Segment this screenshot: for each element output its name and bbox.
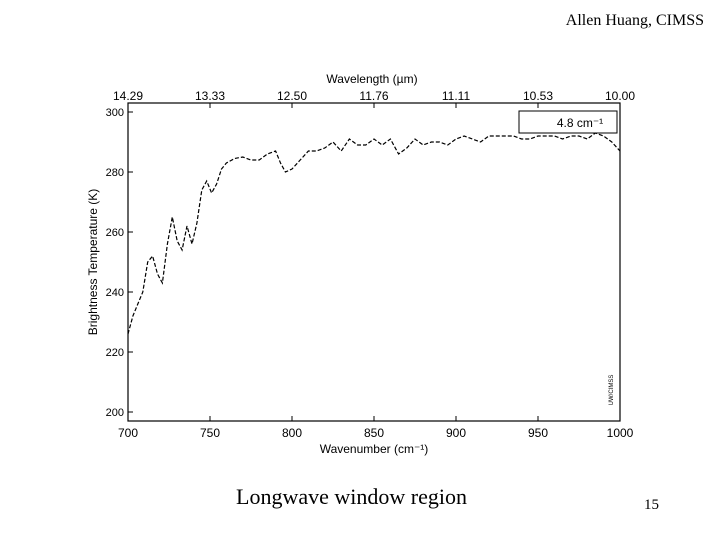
top-tick-label: 10.00 <box>605 89 635 103</box>
top-tick-label: 11.76 <box>359 89 388 103</box>
top-tick-label: 13.33 <box>195 89 225 103</box>
top-tick-label: 11.11 <box>442 89 471 103</box>
top-tick-label: 10.53 <box>523 89 553 103</box>
y-axis-label: Brightness Temperature (K) <box>86 189 100 336</box>
y-tick-label: 260 <box>106 227 124 239</box>
x-tick-label: 900 <box>446 426 466 440</box>
page-number: 15 <box>644 497 659 513</box>
brightness-temperature-line <box>127 132 621 335</box>
top-tick-label: 14.29 <box>113 89 143 103</box>
watermark: UW/CIMSS <box>609 375 615 406</box>
legend-box <box>518 110 618 134</box>
y-tick-label: 220 <box>106 347 124 359</box>
plot-frame <box>127 102 621 422</box>
x-tick-label: 800 <box>282 426 302 440</box>
top-axis-label: Wavelength (µm) <box>326 72 417 86</box>
slide-caption: Longwave window region <box>236 484 467 509</box>
x-axis-label: Wavenumber (cm⁻¹) <box>320 442 429 456</box>
y-tick-label: 200 <box>106 407 124 419</box>
x-tick-label: 950 <box>528 426 548 440</box>
top-tick-label: 12.50 <box>277 89 307 103</box>
y-tick-label: 300 <box>106 107 124 119</box>
x-tick-label: 700 <box>118 426 138 440</box>
y-tick-label: 280 <box>106 167 124 179</box>
y-tick-label: 240 <box>106 287 124 299</box>
slide-author: Allen Huang, CIMSS <box>565 12 704 29</box>
x-tick-label: 850 <box>364 426 384 440</box>
x-tick-label: 750 <box>200 426 220 440</box>
x-tick-label: 1000 <box>607 426 634 440</box>
legend-label: 4.8 cm⁻¹ <box>557 116 603 130</box>
